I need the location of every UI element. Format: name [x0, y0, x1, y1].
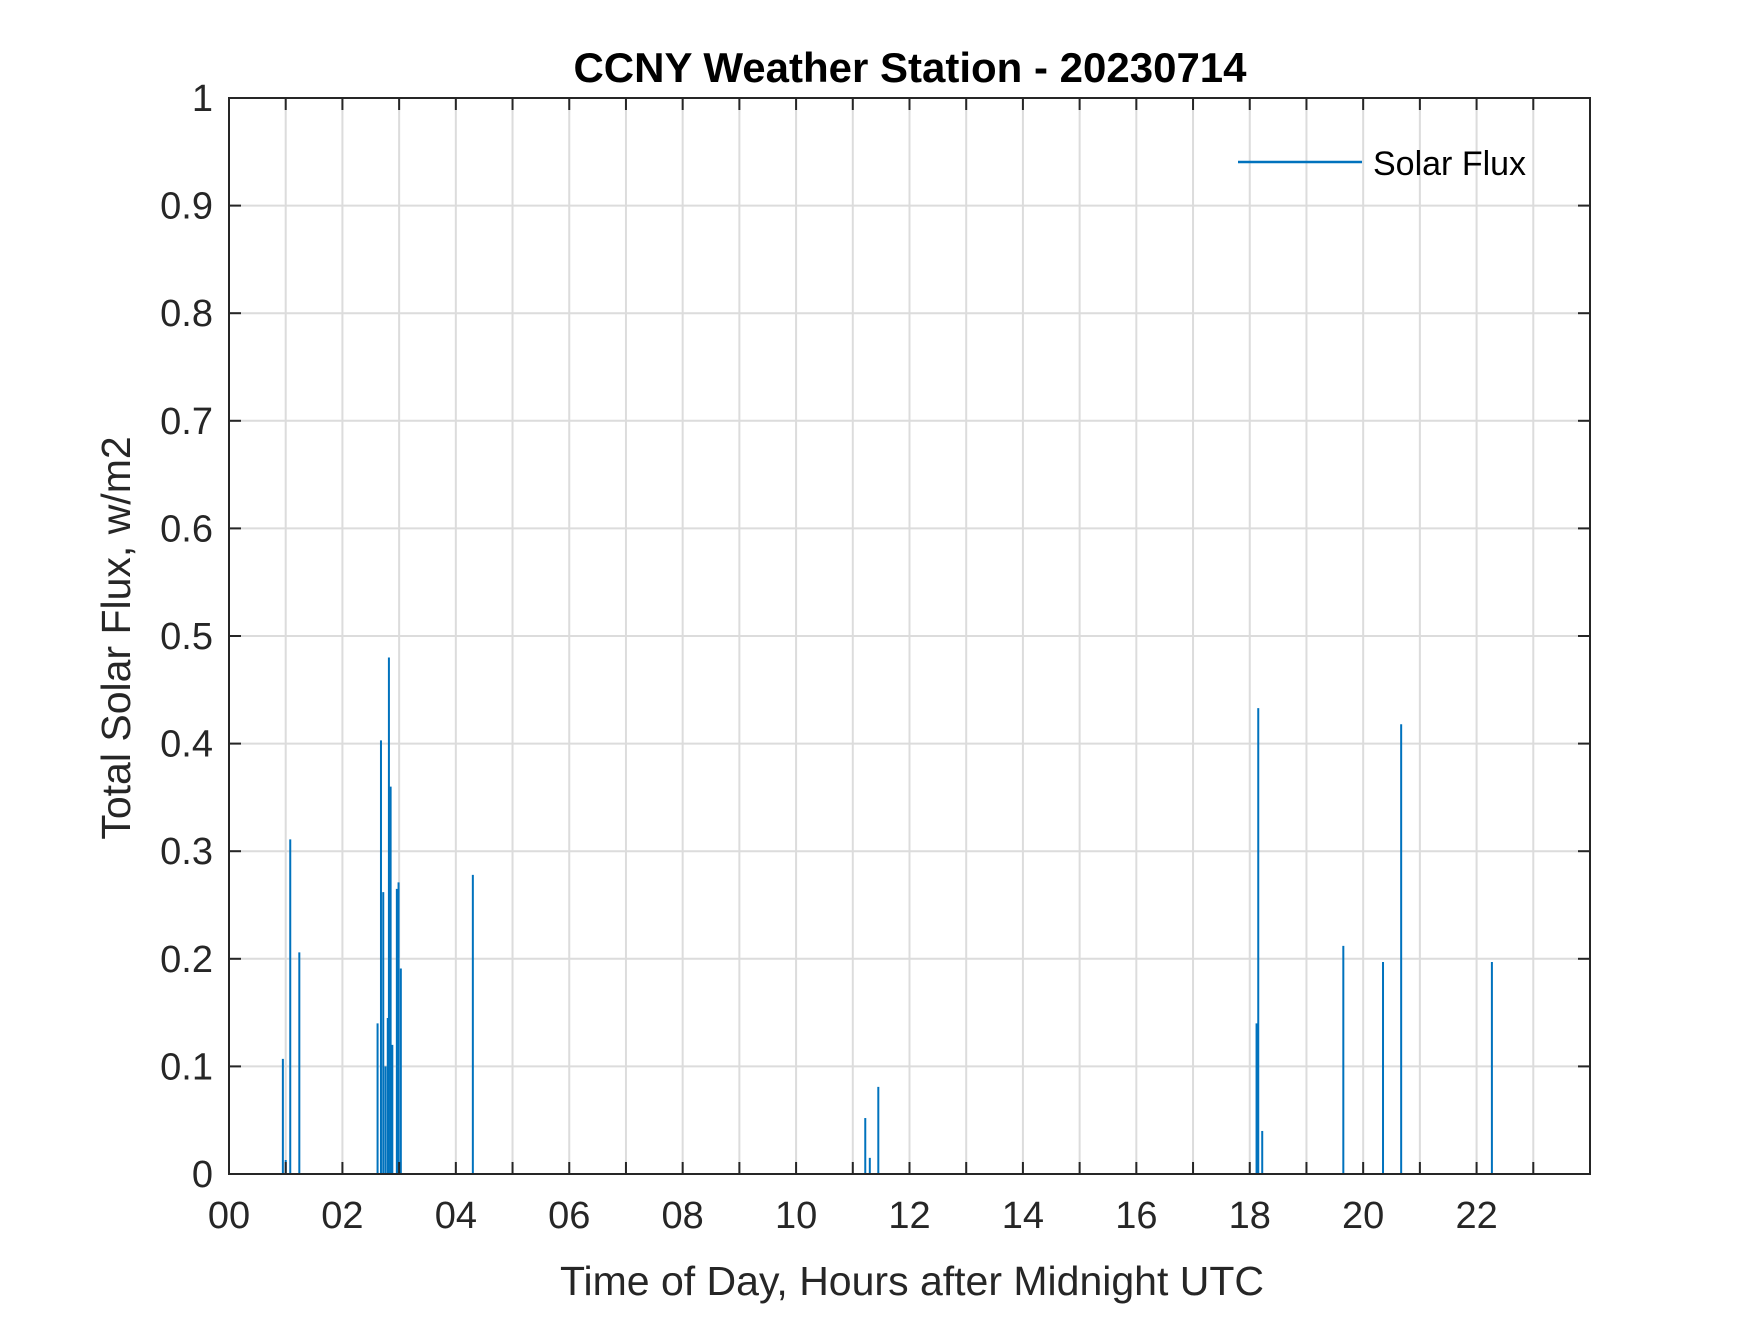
- y-tick-label: 0.3: [160, 831, 213, 873]
- x-tick-label: 00: [208, 1195, 250, 1237]
- y-tick-label: 1: [192, 78, 213, 120]
- x-tick-label: 20: [1342, 1195, 1384, 1237]
- x-tick-labels: 00 02 04 06 08 10 12 14 16 18 20 22: [208, 1195, 1498, 1237]
- y-tick-label: 0.2: [160, 939, 213, 981]
- y-tick-label: 0.7: [160, 401, 213, 443]
- y-axis-label: Total Solar Flux, w/m2: [93, 436, 139, 839]
- legend: Solar Flux: [1238, 145, 1526, 183]
- x-tick-label: 22: [1455, 1195, 1497, 1237]
- legend-label-solar-flux: Solar Flux: [1373, 145, 1526, 183]
- y-tick-label: 0.5: [160, 616, 213, 658]
- y-tick-labels: 0 0.1 0.2 0.3 0.4 0.5 0.6 0.7 0.8 0.9 1: [160, 78, 213, 1196]
- y-tick-label: 0.6: [160, 508, 213, 550]
- x-tick-label: 14: [1002, 1195, 1044, 1237]
- y-tick-label: 0.8: [160, 293, 213, 335]
- y-tick-label: 0.9: [160, 186, 213, 228]
- x-tick-label: 04: [435, 1195, 477, 1237]
- x-axis-label: Time of Day, Hours after Midnight UTC: [560, 1258, 1264, 1304]
- x-tick-label: 12: [888, 1195, 930, 1237]
- x-tick-label: 06: [548, 1195, 590, 1237]
- grid-lines: [229, 98, 1590, 1174]
- y-tick-label: 0: [192, 1154, 213, 1196]
- x-tick-label: 08: [662, 1195, 704, 1237]
- x-tick-label: 18: [1229, 1195, 1271, 1237]
- x-tick-label: 10: [775, 1195, 817, 1237]
- x-tick-label: 02: [321, 1195, 363, 1237]
- chart-title: CCNY Weather Station - 20230714: [573, 44, 1247, 91]
- y-tick-label: 0.4: [160, 724, 213, 766]
- tick-marks: [228, 97, 1590, 1175]
- x-tick-label: 16: [1115, 1195, 1157, 1237]
- y-tick-label: 0.1: [160, 1046, 213, 1088]
